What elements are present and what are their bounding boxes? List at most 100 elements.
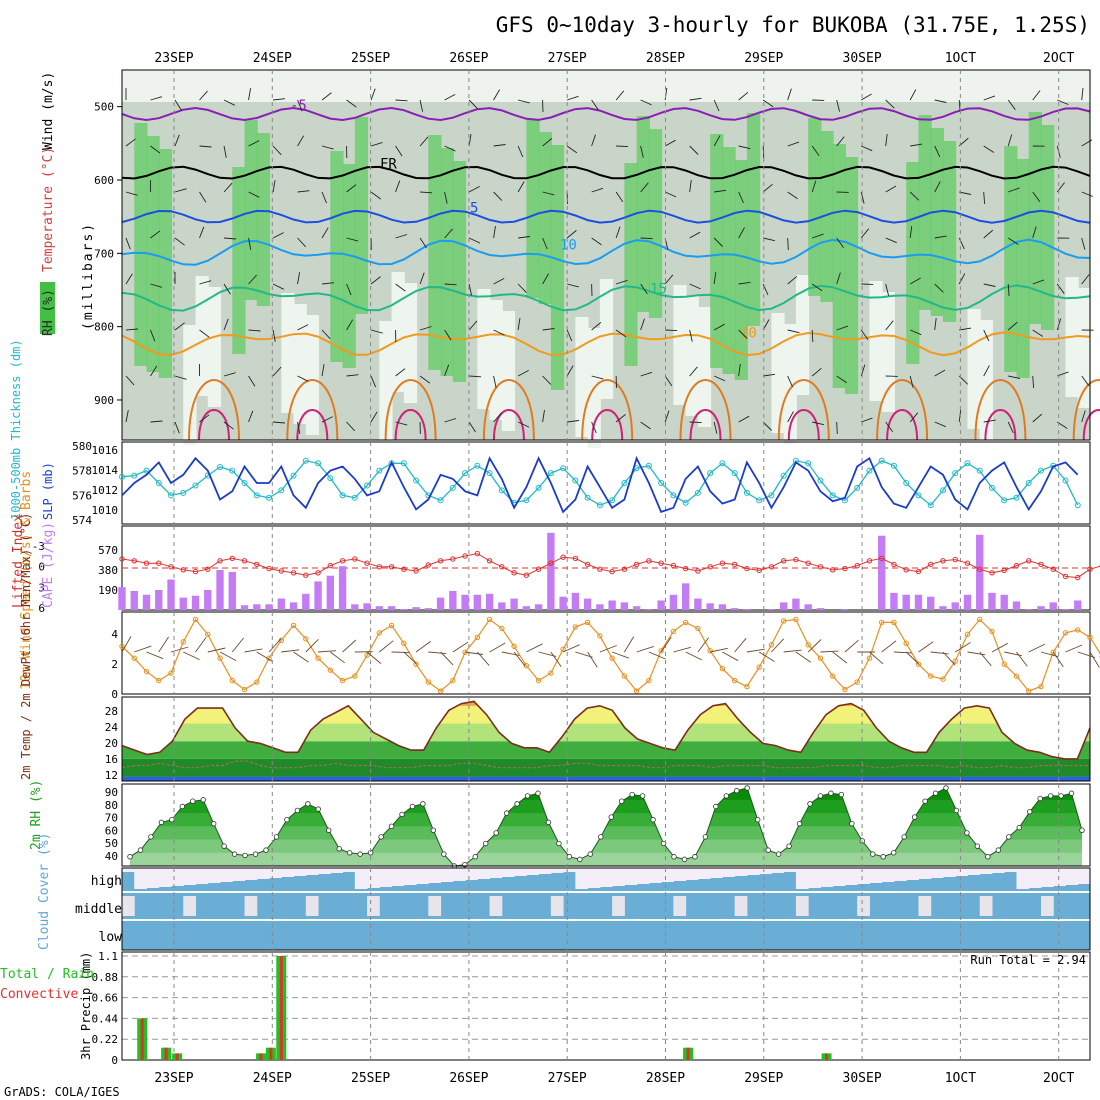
thickness-point: [1062, 477, 1069, 484]
wind-barb: [885, 185, 897, 193]
wind-barb: [542, 237, 548, 250]
wind-speed-point: [352, 673, 358, 679]
wind-barb: [934, 235, 947, 239]
wind-speed-point: [903, 640, 909, 647]
wind-barb: [861, 417, 873, 423]
high-cloud-gap: [624, 868, 638, 885]
lifted-index-point: [376, 564, 383, 570]
wind-speed-point: [192, 616, 199, 623]
lifted-index-point: [584, 561, 591, 568]
wind-speed-point: [817, 655, 824, 661]
wind-barb: [346, 237, 359, 242]
wind-barb: [664, 375, 673, 387]
y-tick-label: 0: [111, 688, 118, 701]
wind-barb: [885, 283, 890, 296]
wind-barb: [346, 374, 359, 377]
temperature-band: [122, 776, 1090, 781]
warm-contour: [188, 379, 240, 441]
mid-cloud-gap: [489, 896, 503, 916]
cape-bar: [890, 592, 898, 610]
thickness-point: [376, 467, 383, 474]
high-cloud-gap: [563, 868, 576, 872]
cape-bar: [265, 604, 273, 610]
wind-barb: [395, 180, 401, 193]
mid-cloud-gap: [183, 896, 197, 916]
lifted-index-point: [119, 556, 125, 562]
high-cloud-gap: [183, 868, 197, 885]
high-cloud-gap: [122, 868, 135, 872]
rh-point: [535, 790, 541, 796]
top-date-label: 30SEP: [843, 51, 882, 66]
rh-moist-shade: [526, 119, 540, 298]
wind-barb: [493, 278, 505, 285]
high-cloud-gap: [452, 868, 466, 881]
surface-wind-barb: [575, 651, 593, 658]
isotherm-line: [121, 165, 1091, 180]
surface-wind-barb: [526, 643, 543, 653]
rh-dry-shade: [685, 296, 699, 416]
precip-legend-convective: Convective: [0, 987, 78, 1002]
rh-dry-shade: [195, 276, 209, 396]
wind-barb: [199, 90, 208, 101]
wind-barb: [787, 88, 792, 101]
rh-point: [901, 834, 907, 840]
rh-moist-shade: [158, 149, 173, 378]
wind-barb: [836, 325, 849, 331]
surface-wind-barb: [330, 651, 345, 664]
wind-barb: [395, 234, 408, 239]
lifted-index-point: [707, 564, 713, 570]
wind-speed-point: [780, 618, 787, 624]
wind-speed-point: [254, 679, 260, 685]
high-cloud-gap: [722, 868, 736, 877]
temperature-panel: 28 24 20 16 12: [105, 696, 1091, 782]
wind-barb: [714, 189, 727, 193]
wind-barb: [713, 421, 718, 434]
bottom-date-label: 2OCT: [1043, 1071, 1074, 1086]
wind-barb: [665, 329, 678, 332]
wind-barb: [689, 283, 701, 290]
wind-barb: [811, 283, 823, 292]
precip-tick-label: 0.88: [92, 971, 119, 984]
thickness-point: [903, 480, 910, 486]
wind-barb: [150, 365, 158, 377]
y-tick-label: 1012: [92, 484, 119, 497]
high-cloud-gap: [697, 868, 711, 879]
rh-dry-shade: [293, 304, 307, 424]
lifted-index-point: [878, 555, 885, 562]
wind-speed-point: [1038, 683, 1044, 690]
rh-point: [1026, 809, 1033, 815]
wind-barb: [346, 99, 357, 108]
thickness-point: [560, 465, 567, 472]
isotherm-label: 5: [470, 201, 478, 217]
rh-labels: 2m RH (%): [29, 780, 44, 850]
wind-barb: [321, 416, 333, 423]
thickness-point: [351, 494, 358, 501]
wind-barb: [689, 145, 699, 155]
isotherm-line: [121, 331, 1091, 357]
cape-bar: [914, 594, 923, 610]
surface-wind-barb: [403, 651, 418, 665]
wind-barb: [444, 228, 453, 239]
rh-dry-shade: [869, 281, 883, 401]
high-cloud-gap: [171, 868, 184, 886]
high-cloud-gap: [465, 868, 478, 880]
rh-dry-shade: [673, 285, 687, 405]
wind-speed-point: [437, 688, 444, 694]
rh-moist-shade: [722, 147, 736, 374]
wind-speed-point: [744, 683, 750, 690]
wind-barb: [689, 180, 692, 193]
high-cloud-gap: [783, 868, 797, 872]
surface-wind-barb: [244, 648, 263, 653]
wind-barb: [1007, 421, 1014, 434]
rh-point: [472, 854, 478, 860]
cape-bar: [841, 609, 849, 610]
lifted-index-point: [352, 556, 358, 562]
cape-bar: [988, 592, 996, 610]
rh-moist-shade: [538, 132, 552, 304]
precip-tick-label: 1.1: [98, 950, 118, 963]
lifted-index-point: [817, 564, 824, 570]
surface-wind-barb: [231, 637, 244, 653]
wind-barb: [664, 191, 677, 198]
wind-barb: [713, 99, 720, 112]
rh-dry-shade: [207, 287, 222, 407]
